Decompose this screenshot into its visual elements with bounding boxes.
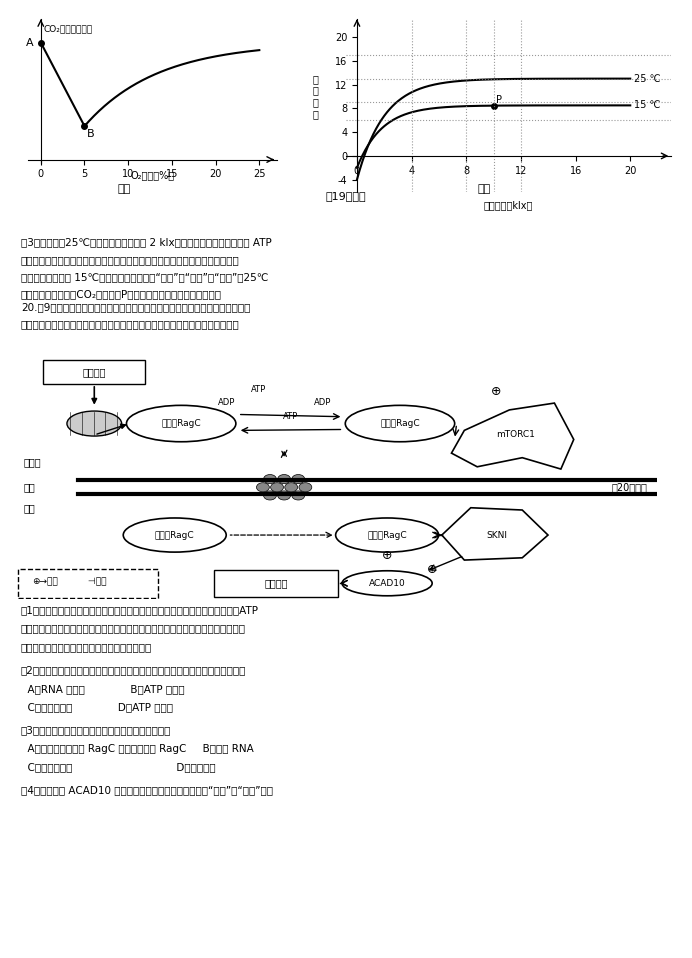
- Text: ⊕→激活: ⊕→激活: [32, 577, 57, 586]
- Circle shape: [277, 490, 291, 500]
- Circle shape: [292, 474, 304, 484]
- Text: ADP: ADP: [314, 399, 331, 407]
- FancyBboxPatch shape: [18, 569, 158, 598]
- Text: （1）核膜的基本支架成分是在＿＿＿（填细胞器）中合成的。线粒体中可合成ATP: （1）核膜的基本支架成分是在＿＿＿（填细胞器）中合成的。线粒体中可合成ATP: [21, 605, 259, 615]
- Text: 细胞质: 细胞质: [24, 457, 41, 468]
- Text: 无活型RagC: 无活型RagC: [161, 419, 201, 428]
- Text: 的细胞器是＿＿＿＿＿＿；由图乙可以判断，在两条曲线的交点处，该植物光合: 的细胞器是＿＿＿＿＿＿；由图乙可以判断，在两条曲线的交点处，该植物光合: [21, 255, 239, 264]
- Text: 核膜: 核膜: [24, 482, 35, 492]
- Text: （3）下列生理过程可能受二甲双胍影响的是＿＿＿＿: （3）下列生理过程可能受二甲双胍影响的是＿＿＿＿: [21, 725, 171, 736]
- Text: （4）图中物质 ACAD10 对细胞生长的作用效果为＿＿（填“促进”或“抑制”）。: （4）图中物质 ACAD10 对细胞生长的作用效果为＿＿（填“促进”或“抑制”）…: [21, 786, 273, 796]
- Text: 15 ℃: 15 ℃: [635, 101, 661, 110]
- Ellipse shape: [127, 405, 236, 442]
- Text: ⊕: ⊕: [427, 562, 437, 576]
- Circle shape: [285, 483, 298, 491]
- Text: ADP: ADP: [217, 399, 235, 407]
- Circle shape: [264, 490, 276, 500]
- Text: mTORC1: mTORC1: [496, 430, 535, 440]
- Text: A．RNA 聚合酶              B．ATP 合成酶: A．RNA 聚合酶 B．ATP 合成酶: [21, 684, 184, 694]
- Text: 无活型RagC: 无活型RagC: [155, 531, 194, 539]
- Text: 激活型RagC: 激活型RagC: [367, 531, 407, 539]
- Ellipse shape: [67, 411, 122, 436]
- Text: 作用制造的有机物 15℃条件下＿＿＿（选填“大于”或“等于”或“小于”）25℃: 作用制造的有机物 15℃条件下＿＿＿（选填“大于”或“等于”或“小于”）25℃: [21, 272, 268, 282]
- Ellipse shape: [336, 518, 439, 552]
- FancyBboxPatch shape: [44, 360, 145, 384]
- Text: 光照强度（klx）: 光照强度（klx）: [484, 200, 534, 210]
- Ellipse shape: [123, 518, 226, 552]
- Text: 20.（9分）二甲双胍的抗肘瘾效应越来越受到人们的广泛关注。它可通过抑制线: 20.（9分）二甲双胍的抗肘瘾效应越来越受到人们的广泛关注。它可通过抑制线: [21, 302, 250, 311]
- Text: （20题图）: （20题图）: [612, 482, 648, 492]
- Text: P: P: [496, 95, 502, 105]
- FancyBboxPatch shape: [214, 570, 338, 597]
- Text: ⊣抑制: ⊣抑制: [84, 577, 106, 586]
- Text: 25 ℃: 25 ℃: [635, 74, 661, 83]
- Text: ⊕: ⊕: [491, 385, 502, 399]
- Text: 细胞生长: 细胞生长: [264, 579, 287, 588]
- Text: SKNI: SKNI: [486, 531, 507, 539]
- Circle shape: [277, 474, 291, 484]
- Text: C．核糖体蛋白              D．ATP 水解酶: C．核糖体蛋白 D．ATP 水解酶: [21, 702, 173, 712]
- Text: 激活型RagC: 激活型RagC: [380, 419, 420, 428]
- Text: ATP: ATP: [283, 412, 298, 421]
- Text: A．细胞质中激活型 RagC 转化为无活型 RagC     B．转录 RNA: A．细胞质中激活型 RagC 转化为无活型 RagC B．转录 RNA: [21, 743, 253, 754]
- Text: A: A: [26, 37, 34, 48]
- Text: 图乙: 图乙: [477, 184, 491, 194]
- Text: 的部位是＿＿＿＿＿＿，据图分析，二甲双胍抑制线粒体的功能，进而直接影响了: 的部位是＿＿＿＿＿＿，据图分析，二甲双胍抑制线粒体的功能，进而直接影响了: [21, 624, 246, 633]
- Text: B: B: [87, 129, 95, 140]
- Text: O₂浓度（%）: O₂浓度（%）: [130, 171, 174, 180]
- Text: 的跨核孔运输，最终达到抑制细胞生长的效果。: 的跨核孔运输，最终达到抑制细胞生长的效果。: [21, 642, 152, 651]
- Text: 二甲双胍: 二甲双胍: [82, 368, 106, 377]
- Circle shape: [299, 483, 312, 491]
- Circle shape: [264, 474, 276, 484]
- Text: ⊕: ⊕: [382, 549, 392, 562]
- Polygon shape: [451, 403, 574, 469]
- Text: 图甲: 图甲: [118, 184, 131, 194]
- Text: CO₂释放的相对值: CO₂释放的相对值: [44, 24, 93, 34]
- Text: 条件下的量；若降低CO₂浓度，则P点向＿＿＿＿＿＿（方向）移动。: 条件下的量；若降低CO₂浓度，则P点向＿＿＿＿＿＿（方向）移动。: [21, 289, 221, 299]
- Text: 光
合
速
率: 光 合 速 率: [313, 74, 319, 119]
- Circle shape: [292, 490, 304, 500]
- Text: C．分泌蛋白质                                D．细胞分裂: C．分泌蛋白质 D．细胞分裂: [21, 762, 215, 772]
- Text: （3）图乙中，25℃条件下，光照强度为 2 klx时，该植物叶肉细胞中产生 ATP: （3）图乙中，25℃条件下，光照强度为 2 klx时，该植物叶肉细胞中产生 AT…: [21, 238, 271, 247]
- Text: 粒体的功能来抑制细胞的生长，其作用机理如下图所示。请据图回答下列问题：: 粒体的功能来抑制细胞的生长，其作用机理如下图所示。请据图回答下列问题：: [21, 319, 239, 329]
- Ellipse shape: [342, 571, 432, 596]
- Circle shape: [257, 483, 269, 491]
- Text: ATP: ATP: [251, 385, 266, 394]
- Text: （2）物质进出核孔具有选择性，下列哪些物质不可以通过核孔进入细胞核＿＿＿: （2）物质进出核孔具有选择性，下列哪些物质不可以通过核孔进入细胞核＿＿＿: [21, 666, 246, 675]
- Text: ACAD10: ACAD10: [369, 579, 406, 588]
- Polygon shape: [441, 508, 548, 560]
- Ellipse shape: [345, 405, 455, 442]
- Text: （19题图）: （19题图）: [326, 192, 366, 201]
- Circle shape: [271, 483, 284, 491]
- Text: 核内: 核内: [24, 503, 35, 513]
